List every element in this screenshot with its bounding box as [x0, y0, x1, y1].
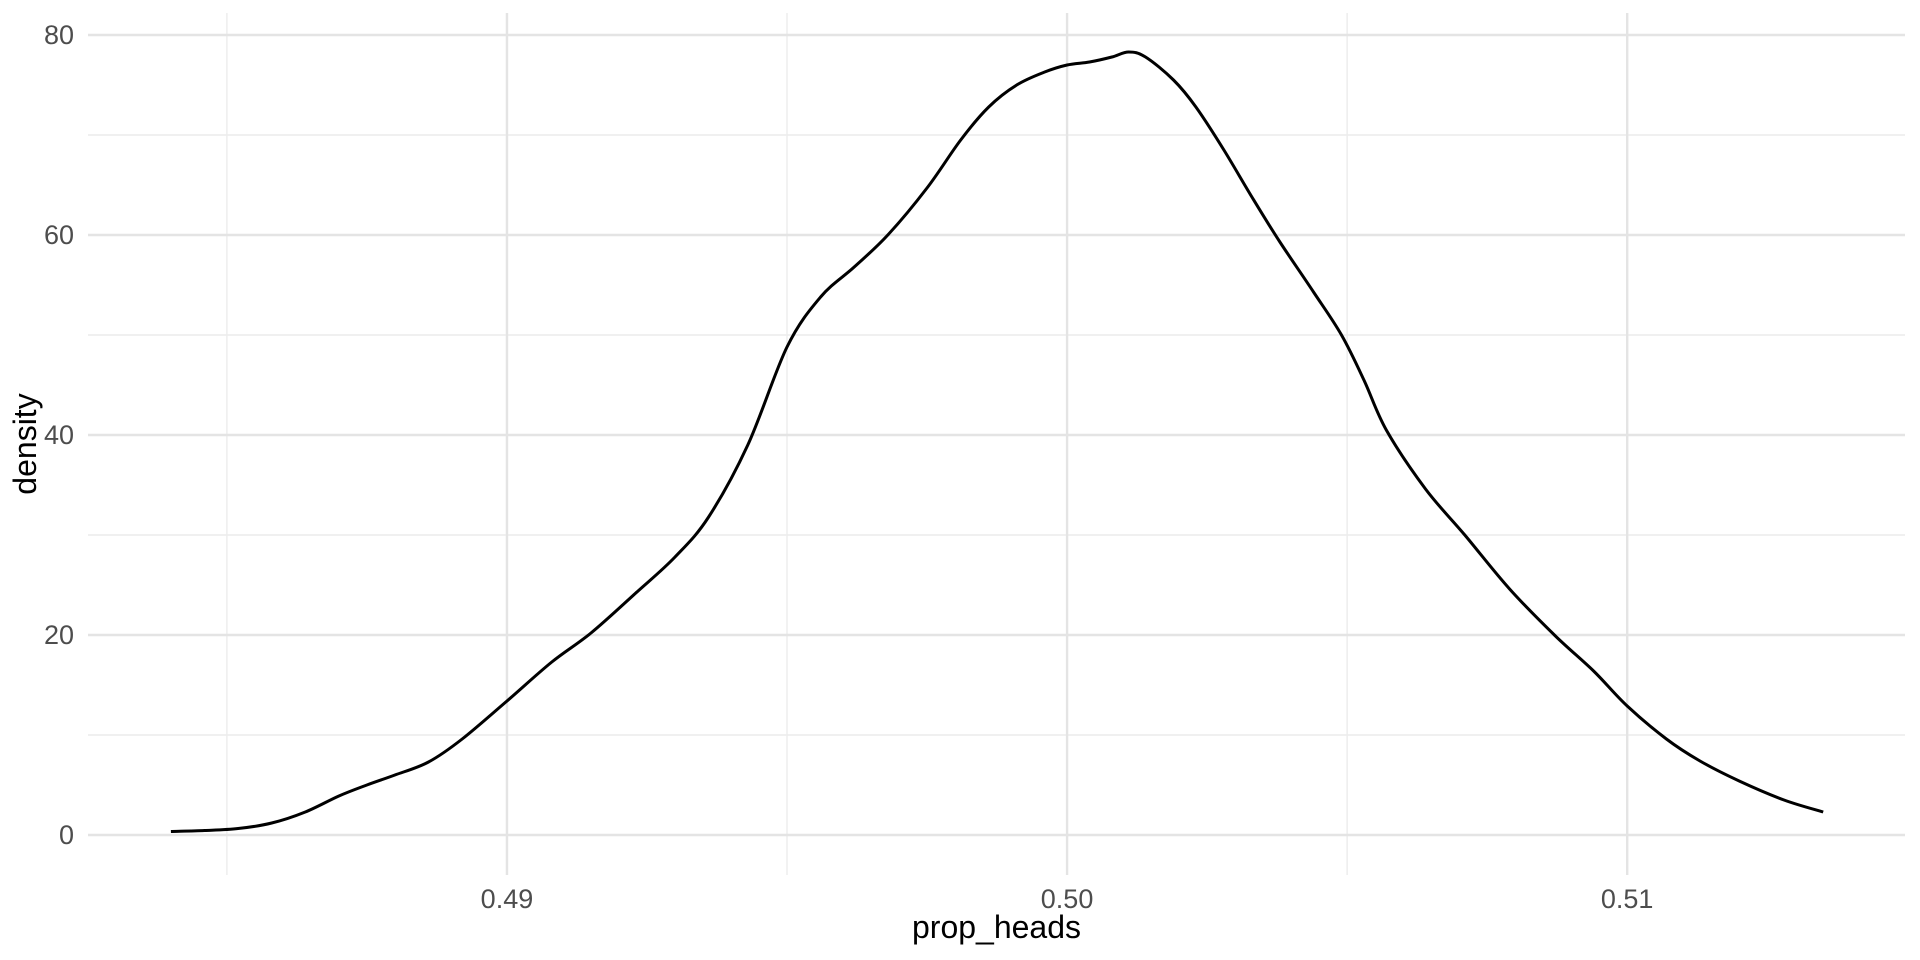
y-tick-label: 80: [44, 20, 74, 50]
y-tick-label: 0: [59, 820, 74, 850]
density-curve: [170, 50, 1824, 833]
x-tick-label: 0.50: [1041, 884, 1094, 914]
y-tick-label: 40: [44, 420, 74, 450]
y-axis-title: density: [7, 393, 43, 495]
y-tick-label: 60: [44, 220, 74, 250]
x-axis-title: prop_heads: [911, 909, 1082, 945]
x-tick-label: 0.51: [1601, 884, 1654, 914]
y-tick-label: 20: [44, 620, 74, 650]
x-tick-label: 0.49: [481, 884, 534, 914]
